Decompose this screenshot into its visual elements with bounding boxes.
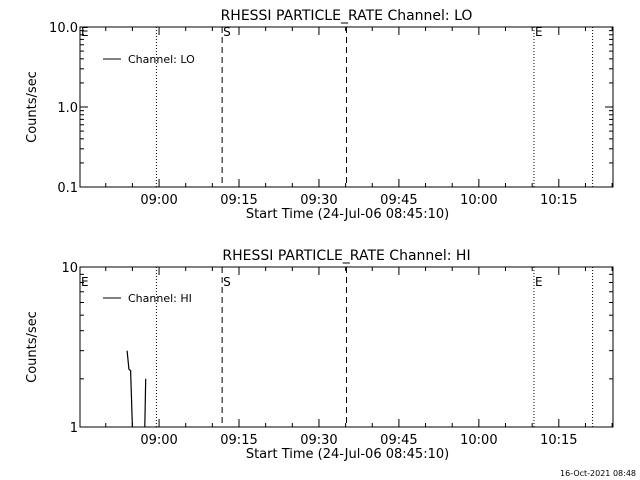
hi-channel-panel: RHESSI PARTICLE_RATE Channel: HI 1 10 09:00…: [25, 248, 614, 462]
event-marker-label: E: [535, 275, 543, 289]
series-line: [126, 350, 133, 428]
x-tick-label: 09:30: [300, 433, 337, 448]
event-marker-label: E: [535, 25, 543, 39]
event-marker-label: E: [81, 275, 89, 289]
x-axis-label: Start Time (24-Jul-06 08:45:10): [246, 207, 449, 222]
y-tick-label: 10: [61, 261, 78, 276]
chart-title: RHESSI PARTICLE_RATE Channel: HI: [222, 248, 470, 264]
series-line: [144, 378, 147, 428]
x-tick-label: 09:45: [380, 193, 417, 208]
x-tick-label: 10:15: [540, 193, 577, 208]
event-marker-label: S: [223, 25, 231, 39]
x-axis-label: Start Time (24-Jul-06 08:45:10): [246, 447, 449, 462]
y-tick-label: 1.0: [57, 101, 78, 116]
legend-entry: Channel: HI: [128, 292, 192, 305]
x-tick-label: 09:15: [220, 433, 257, 448]
chart-title: RHESSI PARTICLE_RATE Channel: LO: [221, 8, 473, 24]
x-tick-label: 09:00: [140, 193, 177, 208]
x-tick-label: 10:00: [460, 433, 497, 448]
x-tick-label: 09:15: [220, 193, 257, 208]
x-tick-label: 10:15: [540, 433, 577, 448]
y-tick-label: 0.1: [57, 181, 78, 196]
y-axis-label: Counts/sec: [25, 311, 40, 383]
x-tick-label: 09:30: [300, 193, 337, 208]
legend-entry: Channel: LO: [128, 53, 195, 66]
lo-channel-panel: RHESSI PARTICLE_RATE Channel: LO 0.1 1.0 10…: [25, 8, 614, 222]
x-tick-label: 09:45: [380, 433, 417, 448]
y-axis-label: Counts/sec: [25, 71, 40, 143]
event-marker-label: S: [223, 275, 231, 289]
x-tick-label: 09:00: [140, 433, 177, 448]
y-tick-label: 10.0: [49, 21, 78, 36]
footer-timestamp: 16-Oct-2021 08:48: [560, 469, 636, 478]
event-marker-label: E: [81, 25, 89, 39]
x-tick-label: 10:00: [460, 193, 497, 208]
y-tick-label: 1: [70, 421, 78, 436]
